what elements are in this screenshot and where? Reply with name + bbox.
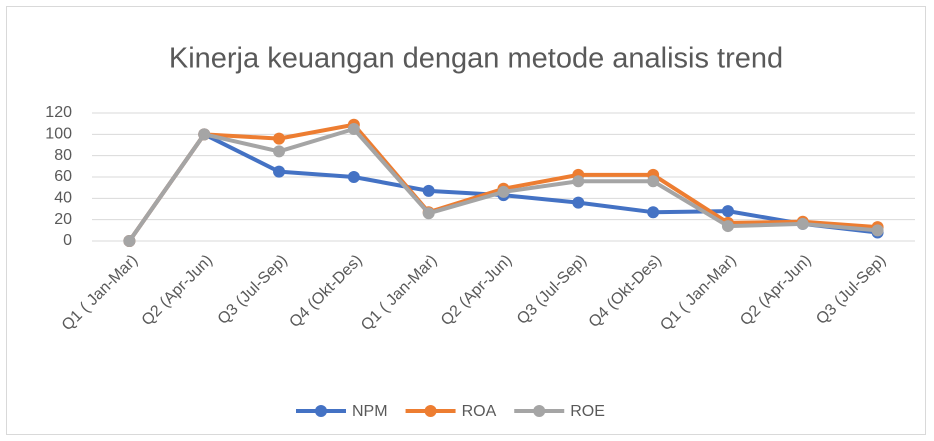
marker: [273, 145, 286, 158]
legend-label: NPM: [352, 403, 388, 420]
marker: [871, 224, 884, 237]
marker: [347, 171, 360, 183]
legend-item: NPM: [296, 403, 388, 420]
legend-item: ROA: [405, 403, 497, 420]
chart-title: Kinerja keuangan dengan metode analisis …: [169, 43, 783, 75]
y-tick-label: 20: [54, 211, 72, 228]
legend-marker: [533, 405, 546, 417]
y-tick-label: 120: [45, 104, 72, 121]
marker: [497, 185, 510, 198]
marker: [273, 132, 286, 145]
marker: [123, 235, 136, 247]
marker: [647, 206, 660, 219]
y-tick-label: 100: [45, 126, 72, 143]
marker: [721, 220, 734, 233]
marker: [796, 217, 809, 230]
marker: [198, 128, 211, 141]
legend-marker: [315, 405, 327, 417]
marker: [647, 175, 660, 188]
legend-marker: [424, 405, 437, 417]
legend-label: ROE: [570, 403, 605, 420]
y-tick-label: 60: [54, 168, 72, 185]
y-tick-label: 0: [63, 232, 72, 249]
marker: [422, 184, 435, 197]
y-tick-label: 80: [54, 147, 72, 164]
marker: [273, 165, 286, 178]
marker: [721, 205, 734, 218]
marker: [347, 123, 360, 135]
marker: [422, 207, 435, 220]
marker: [572, 175, 585, 188]
y-tick-label: 40: [54, 190, 72, 207]
marker: [572, 196, 585, 209]
legend-label: ROA: [462, 403, 497, 420]
legend-item: ROE: [514, 403, 605, 420]
